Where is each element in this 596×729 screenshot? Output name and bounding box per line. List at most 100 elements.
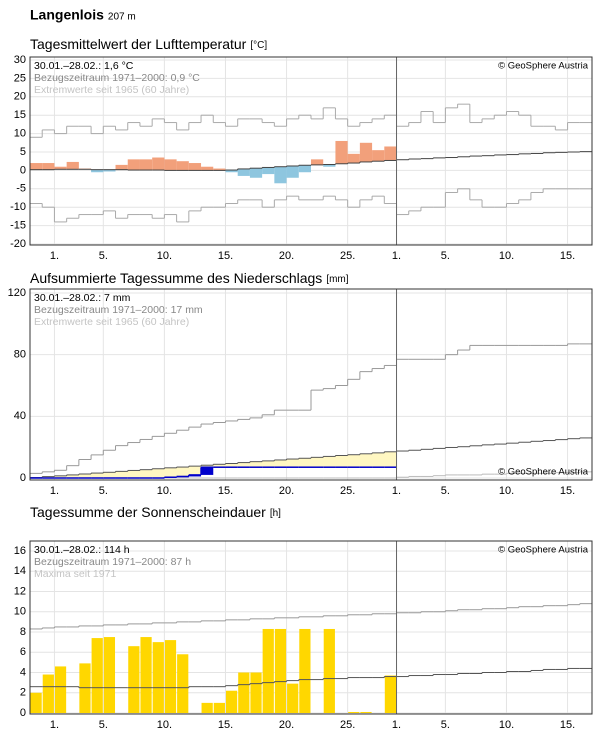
x-tick-label: 10.: [157, 719, 172, 729]
y-tick-label: 40: [14, 410, 26, 422]
anomaly-bar: [42, 163, 55, 170]
anomaly-bar: [323, 164, 336, 167]
y-tick-label: 14: [14, 565, 26, 577]
plot-frame: [29, 288, 593, 481]
anomaly-bar: [188, 163, 202, 171]
anomaly-bar: [127, 159, 140, 171]
y-tick-label: 12: [14, 585, 26, 597]
normal-connector: [41, 437, 581, 478]
bar: [164, 640, 177, 713]
bar: [225, 690, 238, 713]
chart-unit: [°C]: [250, 40, 267, 51]
anomaly-bar: [164, 159, 177, 171]
bar: [213, 702, 225, 713]
bar: [128, 646, 140, 713]
y-tick-label: -20: [10, 238, 26, 250]
bar: [140, 637, 152, 713]
y-tick-label: 120: [8, 287, 26, 299]
y-tick-label: 30: [14, 54, 26, 66]
x-tick-label: 5.: [441, 719, 450, 729]
bar: [201, 702, 213, 713]
y-tick-label: -5: [16, 183, 26, 195]
x-tick-label: 25.: [340, 485, 355, 497]
y-tick-label: 10: [14, 128, 26, 140]
y-tick-label: 8: [20, 626, 26, 638]
chart-unit: [mm]: [326, 274, 348, 285]
x-tick-label: 5.: [99, 719, 108, 729]
anomaly-bar: [139, 159, 153, 171]
chart-title: Aufsummierte Tagessumme des Niederschlag…: [30, 270, 349, 286]
upper-connector: [41, 343, 569, 474]
bar: [54, 666, 67, 713]
anomaly-bar: [237, 168, 250, 176]
bar: [323, 628, 335, 713]
x-tick-label: 5.: [441, 485, 450, 497]
anomaly-bar: [249, 168, 263, 178]
bar: [91, 638, 103, 713]
x-tick-label: 15.: [560, 719, 575, 729]
anomaly-bar: [298, 165, 311, 173]
x-tick-label: 10.: [499, 485, 514, 497]
info-line: Bezugszeitraum 1971–2000: 17 mm: [34, 304, 203, 316]
y-tick-label: 10: [14, 606, 26, 618]
plot-frame: [29, 56, 593, 246]
daily-increment: [188, 474, 202, 477]
chart-title-text: Aufsummierte Tagessumme des Niederschlag…: [30, 270, 322, 286]
anomaly-bar: [103, 169, 116, 172]
plot-frame: [29, 540, 593, 715]
info-line: 30.01.–28.02.: 7 mm: [34, 292, 131, 304]
normal-connector: [78, 668, 569, 688]
upper-connector: [41, 104, 569, 138]
y-tick-label: 80: [14, 349, 26, 361]
y-tick-label: 6: [20, 646, 26, 658]
x-tick-label: 25.: [340, 250, 355, 262]
page-subtitle: 207 m: [108, 12, 136, 23]
anomaly-bar: [91, 169, 104, 173]
anomaly-bar: [66, 161, 79, 170]
chart-title-text: Tagesmittelwert der Lufttemperatur: [30, 36, 247, 52]
y-tick-label: 2: [20, 687, 26, 699]
info-line: Maxima seit 1971: [34, 568, 116, 580]
x-tick-label: 5.: [99, 485, 108, 497]
anomaly-bar: [286, 165, 299, 178]
anomaly-bar: [262, 167, 275, 175]
anomaly-bar: [335, 140, 348, 164]
info-line: Bezugszeitraum 1971–2000: 0,9 °C: [34, 72, 200, 84]
anomaly-bar: [213, 168, 226, 171]
y-tick-label: 0: [20, 472, 26, 484]
bar: [384, 675, 397, 713]
info-line: 30.01.–28.02.: 1,6 °C: [34, 60, 134, 72]
anomaly-bar: [152, 157, 165, 171]
daily-increment: [201, 467, 214, 475]
y-tick-label: 4: [20, 666, 26, 678]
values-connector: [163, 467, 202, 478]
x-tick-label: 1.: [392, 485, 401, 497]
anomaly-bar: [201, 166, 214, 171]
y-tick-label: 15: [14, 109, 26, 121]
y-tick-label: 5: [20, 146, 26, 158]
x-tick-label: 20.: [279, 250, 294, 262]
x-tick-label: 1.: [50, 485, 59, 497]
x-tick-label: 10.: [157, 485, 172, 497]
anomaly-bar: [30, 163, 43, 170]
bar: [274, 628, 287, 713]
x-tick-label: 15.: [218, 485, 233, 497]
bar: [30, 692, 42, 713]
x-tick-label: 5.: [99, 250, 108, 262]
chart-unit: [h]: [270, 508, 281, 519]
bar: [348, 711, 360, 713]
bar: [262, 628, 274, 713]
copyright: © GeoSphere Austria: [498, 61, 589, 72]
anomaly-bar: [274, 166, 287, 184]
bar: [299, 628, 311, 713]
x-tick-label: 1.: [392, 250, 401, 262]
x-tick-label: 5.: [441, 250, 450, 262]
info-line: Extremwerte seit 1965 (60 Jahre): [34, 316, 189, 328]
x-tick-label: 20.: [279, 719, 294, 729]
anomaly-bar: [311, 159, 324, 165]
anomaly-bar: [225, 170, 238, 173]
anomaly-bar: [176, 161, 189, 171]
bar: [42, 674, 54, 713]
x-tick-label: 15.: [560, 250, 575, 262]
